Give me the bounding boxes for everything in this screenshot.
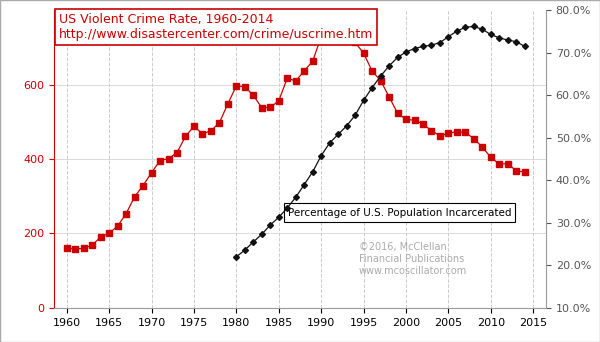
Text: US Violent Crime Rate, 1960-2014
http://www.disastercenter.com/crime/uscrime.htm: US Violent Crime Rate, 1960-2014 http://… <box>59 13 373 41</box>
Text: ©2016, McClellan
Financial Publications
www.mcoscillator.com: ©2016, McClellan Financial Publications … <box>359 242 467 276</box>
Text: Percentage of U.S. Population Incarcerated: Percentage of U.S. Population Incarcerat… <box>288 208 511 218</box>
